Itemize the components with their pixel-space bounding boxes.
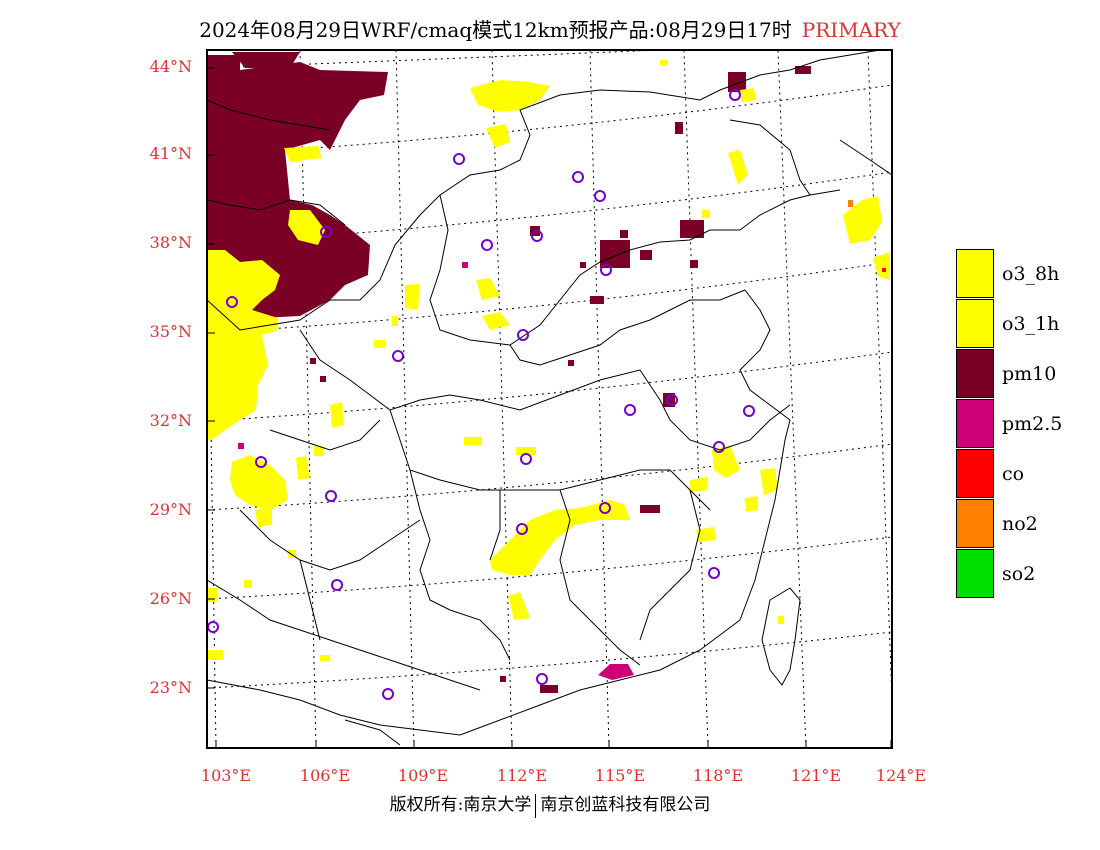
legend-swatch-no2	[956, 499, 994, 548]
pm10-regions	[207, 52, 811, 693]
legend-item-co: co	[956, 449, 1100, 499]
lon-label-103: 103°E	[200, 766, 252, 785]
map-border	[206, 49, 893, 749]
axis-ticks	[207, 67, 892, 748]
legend-swatch-so2	[956, 549, 994, 598]
no2-regions	[848, 200, 853, 207]
legend: o3_8h o3_1h pm10 pm2.5 co no2 so2	[956, 249, 1100, 599]
lon-label-121: 121°E	[790, 766, 842, 785]
lat-label-38: 38°N	[149, 233, 192, 252]
legend-swatch-co	[956, 449, 994, 498]
boundary-lines	[207, 50, 892, 746]
lat-label-41: 41°N	[149, 144, 192, 163]
legend-label-o3-8h: o3_8h	[1002, 263, 1060, 285]
lon-label-112: 112°E	[496, 766, 548, 785]
legend-label-pm25: pm2.5	[1002, 413, 1063, 435]
map-title: 2024年08月29日WRF/cmaq模式12km预报产品:08月29日17时 P…	[0, 14, 1100, 43]
title-tag: PRIMARY	[801, 18, 901, 42]
co-regions	[882, 268, 886, 272]
lat-label-29: 29°N	[149, 500, 192, 519]
lat-label-23: 23°N	[149, 678, 192, 697]
lon-label-109: 109°E	[397, 766, 449, 785]
o3-regions	[207, 60, 890, 661]
copyright-right: 南京创蓝科技有限公司	[540, 795, 711, 815]
lon-label-124: 124°E	[875, 766, 927, 785]
lon-label-106: 106°E	[299, 766, 351, 785]
lon-label-115: 115°E	[594, 766, 646, 785]
legend-swatch-o3-1h	[956, 299, 994, 348]
legend-label-no2: no2	[1002, 513, 1038, 535]
legend-swatch-o3-8h	[956, 249, 994, 298]
legend-item-pm25: pm2.5	[956, 399, 1100, 449]
legend-item-no2: no2	[956, 499, 1100, 549]
pm25-regions	[236, 262, 634, 680]
lon-label-118: 118°E	[692, 766, 744, 785]
lat-label-32: 32°N	[149, 411, 192, 430]
legend-item-o3-8h: o3_8h	[956, 249, 1100, 299]
legend-label-co: co	[1002, 463, 1025, 485]
lat-label-44: 44°N	[149, 57, 192, 76]
legend-label-pm10: pm10	[1002, 363, 1057, 385]
footer-divider	[535, 793, 537, 818]
station-markers	[207, 89, 755, 700]
legend-item-o3-1h: o3_1h	[956, 299, 1100, 349]
legend-label-so2: so2	[1002, 563, 1036, 585]
copyright-left: 版权所有:南京大学	[389, 795, 532, 815]
legend-label-o3-1h: o3_1h	[1002, 313, 1060, 335]
legend-item-pm10: pm10	[956, 349, 1100, 399]
title-text: 2024年08月29日WRF/cmaq模式12km预报产品:08月29日17时	[199, 18, 792, 42]
legend-swatch-pm25	[956, 399, 994, 448]
copyright-footer: 版权所有:南京大学 南京创蓝科技有限公司	[0, 790, 1100, 818]
lat-label-26: 26°N	[149, 589, 192, 608]
legend-swatch-pm10	[956, 349, 994, 398]
legend-item-so2: so2	[956, 549, 1100, 599]
lat-label-35: 35°N	[149, 322, 192, 341]
